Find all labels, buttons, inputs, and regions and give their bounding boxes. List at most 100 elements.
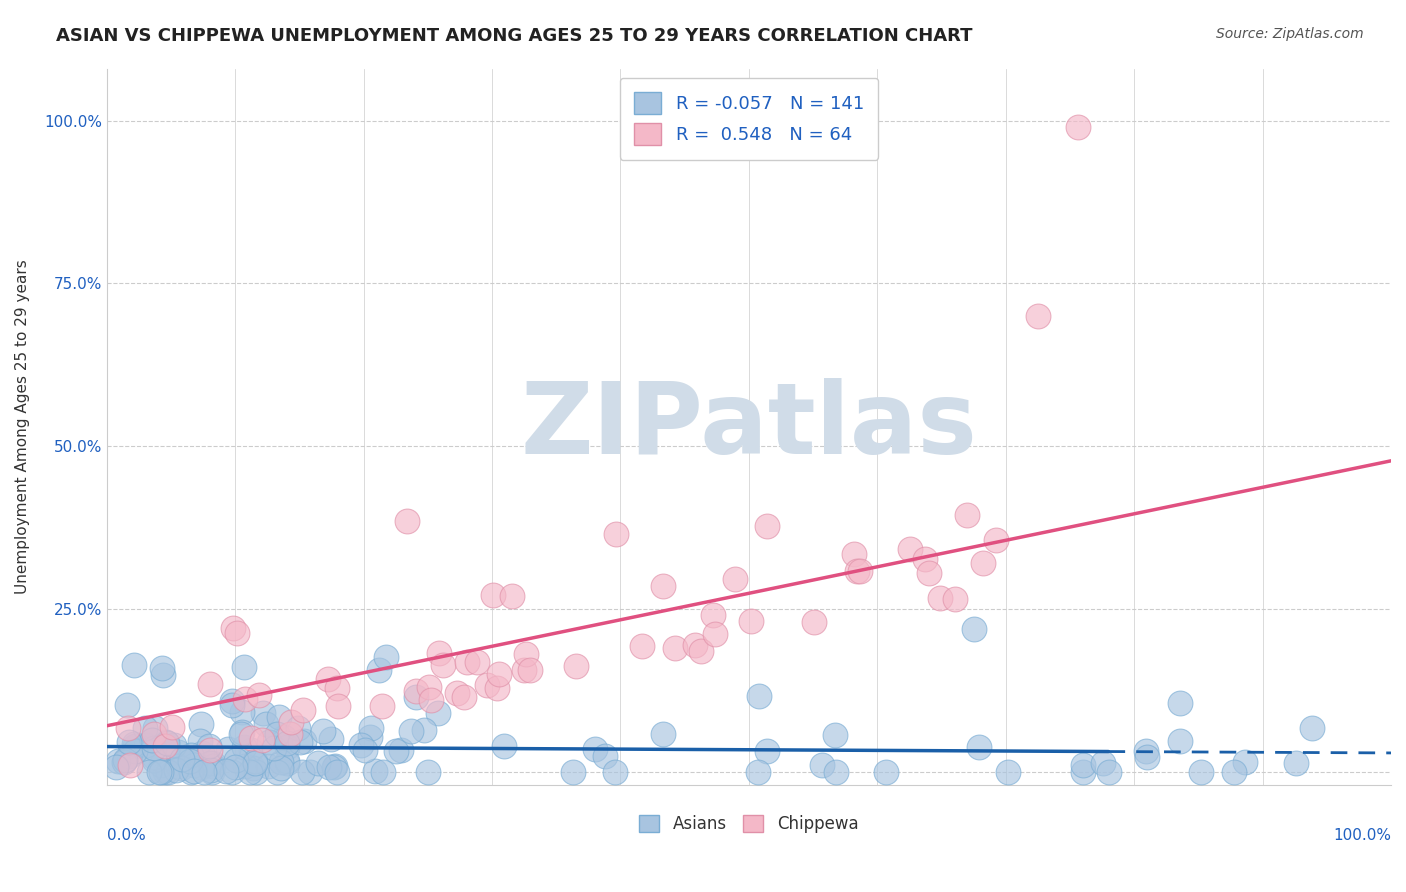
- Point: [217, 742, 239, 756]
- Point: [240, 731, 263, 746]
- Point: [226, 625, 249, 640]
- Point: [104, 760, 127, 774]
- Point: [318, 760, 340, 774]
- Point: [846, 564, 869, 578]
- Point: [242, 761, 264, 775]
- Point: [287, 721, 309, 735]
- Point: [134, 721, 156, 735]
- Point: [373, 765, 395, 780]
- Point: [501, 589, 523, 603]
- Point: [1071, 765, 1094, 780]
- Point: [221, 765, 243, 780]
- Point: [163, 738, 186, 752]
- Point: [198, 756, 221, 770]
- Point: [399, 724, 422, 739]
- Point: [651, 579, 673, 593]
- Point: [155, 765, 177, 780]
- Point: [748, 689, 770, 703]
- Point: [492, 739, 515, 753]
- Point: [605, 527, 627, 541]
- Point: [122, 658, 145, 673]
- Point: [142, 741, 165, 756]
- Point: [221, 693, 243, 707]
- Point: [188, 734, 211, 748]
- Point: [179, 754, 201, 768]
- Point: [138, 765, 160, 780]
- Point: [360, 722, 382, 736]
- Point: [273, 730, 295, 744]
- Point: [427, 646, 450, 660]
- Point: [1189, 765, 1212, 780]
- Point: [849, 564, 872, 578]
- Point: [167, 759, 190, 773]
- Point: [1092, 756, 1115, 771]
- Point: [141, 732, 163, 747]
- Point: [561, 764, 583, 779]
- Point: [201, 765, 224, 780]
- Point: [350, 739, 373, 753]
- Point: [190, 717, 212, 731]
- Point: [200, 677, 222, 691]
- Point: [252, 706, 274, 720]
- Point: [263, 741, 285, 756]
- Point: [117, 749, 139, 764]
- Legend: Asians, Chippewa: Asians, Chippewa: [631, 806, 866, 841]
- Point: [292, 733, 315, 747]
- Point: [222, 621, 245, 635]
- Point: [418, 680, 440, 694]
- Point: [190, 760, 212, 774]
- Point: [198, 742, 221, 756]
- Point: [245, 765, 267, 780]
- Point: [291, 703, 314, 717]
- Y-axis label: Unemployment Among Ages 25 to 29 years: Unemployment Among Ages 25 to 29 years: [15, 260, 30, 594]
- Point: [239, 765, 262, 780]
- Point: [180, 748, 202, 763]
- Point: [482, 589, 505, 603]
- Point: [724, 573, 747, 587]
- Point: [683, 638, 706, 652]
- Point: [328, 698, 350, 713]
- Point: [740, 614, 762, 628]
- Point: [162, 720, 184, 734]
- Point: [405, 684, 427, 698]
- Point: [114, 753, 136, 767]
- Text: 0.0%: 0.0%: [107, 828, 145, 843]
- Point: [583, 742, 606, 756]
- Point: [395, 514, 418, 528]
- Point: [233, 660, 256, 674]
- Point: [115, 698, 138, 712]
- Point: [810, 758, 832, 772]
- Point: [1301, 721, 1323, 735]
- Point: [152, 668, 174, 682]
- Point: [266, 765, 288, 780]
- Point: [1071, 757, 1094, 772]
- Point: [165, 763, 187, 777]
- Point: [914, 552, 936, 566]
- Point: [145, 721, 167, 735]
- Point: [420, 693, 443, 707]
- Point: [803, 615, 825, 629]
- Point: [967, 740, 990, 755]
- Point: [1136, 749, 1159, 764]
- Point: [231, 726, 253, 740]
- Point: [180, 765, 202, 780]
- Point: [276, 754, 298, 768]
- Point: [201, 756, 224, 770]
- Point: [193, 765, 215, 780]
- Point: [143, 749, 166, 764]
- Point: [1285, 756, 1308, 770]
- Text: ASIAN VS CHIPPEWA UNEMPLOYMENT AMONG AGES 25 TO 29 YEARS CORRELATION CHART: ASIAN VS CHIPPEWA UNEMPLOYMENT AMONG AGE…: [56, 27, 973, 45]
- Point: [256, 758, 278, 772]
- Point: [288, 734, 311, 748]
- Point: [326, 765, 349, 780]
- Point: [276, 735, 298, 749]
- Point: [747, 765, 769, 780]
- Text: 100.0%: 100.0%: [1333, 828, 1391, 843]
- Point: [190, 747, 212, 761]
- Point: [353, 743, 375, 757]
- Point: [432, 658, 454, 673]
- Point: [824, 728, 846, 742]
- Point: [605, 765, 627, 780]
- Point: [825, 765, 848, 780]
- Point: [405, 690, 427, 704]
